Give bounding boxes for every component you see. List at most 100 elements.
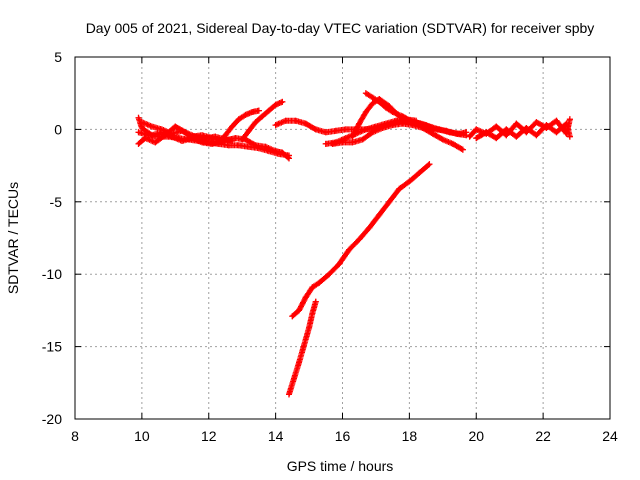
x-tick-label: 10 — [134, 428, 150, 444]
data-point — [148, 123, 155, 130]
data-point — [316, 279, 323, 286]
data-point — [272, 122, 279, 129]
x-tick-label: 8 — [71, 428, 79, 444]
data-point — [135, 140, 142, 147]
data-point — [291, 375, 298, 382]
data-point — [215, 139, 222, 146]
data-point — [301, 342, 308, 349]
data-point — [566, 133, 573, 140]
data-point — [369, 94, 376, 101]
data-point — [503, 126, 510, 133]
data-point — [245, 127, 252, 134]
data-point — [135, 129, 142, 136]
data-point — [229, 137, 236, 144]
data-point — [382, 120, 389, 127]
y-tick-label: -5 — [50, 194, 63, 210]
data-point — [286, 391, 292, 398]
data-point — [229, 123, 236, 130]
data-point — [372, 123, 379, 130]
data-point — [386, 198, 393, 205]
data-point — [393, 117, 399, 124]
data-point — [232, 135, 239, 142]
y-tick-label: -20 — [42, 411, 62, 427]
data-point — [382, 104, 389, 111]
data-point — [179, 127, 185, 134]
data-point — [242, 111, 249, 118]
data-point — [282, 117, 289, 124]
data-point — [255, 107, 262, 114]
series-arc-13 — [473, 120, 573, 142]
data-point — [272, 148, 279, 155]
data-series — [135, 90, 573, 398]
data-point — [359, 136, 366, 143]
data-point — [148, 132, 155, 139]
data-point — [239, 136, 246, 143]
data-point — [189, 133, 196, 140]
data-point — [235, 116, 242, 123]
data-point — [362, 109, 369, 116]
data-point — [279, 98, 286, 105]
data-point — [349, 139, 356, 146]
data-point — [406, 178, 413, 185]
data-point — [225, 142, 232, 149]
data-point — [483, 129, 490, 136]
data-point — [466, 133, 473, 140]
data-point — [302, 294, 309, 301]
data-point — [503, 132, 510, 139]
data-point — [346, 246, 353, 253]
axis-ticks: 8 10 12 14 16 18 20 22 24 5 0 -5 -10 -15 -20 — [42, 49, 618, 444]
data-point — [289, 313, 296, 320]
data-point — [446, 129, 453, 136]
series-arc-15 — [286, 298, 319, 398]
y-tick-label: -10 — [42, 266, 62, 282]
data-point — [309, 310, 316, 317]
data-point — [369, 100, 376, 107]
data-point — [366, 224, 373, 231]
data-point — [199, 132, 206, 139]
data-point — [209, 140, 216, 147]
data-point — [429, 127, 436, 134]
data-point — [493, 135, 500, 142]
data-point — [356, 236, 363, 243]
data-point — [543, 122, 550, 129]
data-point — [513, 120, 520, 127]
data-point — [342, 135, 349, 142]
data-point — [513, 133, 520, 140]
data-point — [439, 136, 446, 143]
data-point — [473, 126, 480, 133]
series-arc-5 — [215, 107, 262, 146]
y-axis-label: SDTVAR / TECUs — [5, 182, 21, 294]
data-point — [135, 114, 142, 121]
data-point — [158, 126, 165, 133]
data-point — [296, 307, 303, 314]
data-point — [362, 90, 369, 97]
x-axis-label: GPS time / hours — [287, 458, 394, 474]
data-point — [553, 129, 560, 136]
data-point — [222, 132, 229, 139]
data-point — [416, 169, 423, 176]
data-point — [449, 140, 456, 147]
data-point — [138, 124, 145, 131]
data-point — [403, 116, 410, 123]
series-arc-11 — [322, 116, 420, 147]
data-point — [235, 142, 242, 149]
data-point — [533, 119, 540, 126]
y-tick-label: -15 — [42, 339, 62, 355]
data-point — [292, 117, 299, 124]
series-markers — [239, 98, 286, 143]
data-point — [245, 143, 252, 150]
data-point — [356, 120, 363, 127]
x-tick-label: 14 — [268, 428, 284, 444]
data-point — [523, 124, 530, 131]
series-arc-14 — [289, 161, 433, 320]
series-markers — [289, 161, 433, 320]
data-point — [138, 119, 145, 126]
data-point — [332, 127, 339, 134]
x-tick-label: 12 — [201, 428, 217, 444]
x-tick-label: 16 — [335, 428, 351, 444]
data-point — [566, 116, 573, 123]
data-point — [413, 117, 420, 124]
data-point — [326, 271, 333, 278]
data-point — [152, 139, 159, 146]
